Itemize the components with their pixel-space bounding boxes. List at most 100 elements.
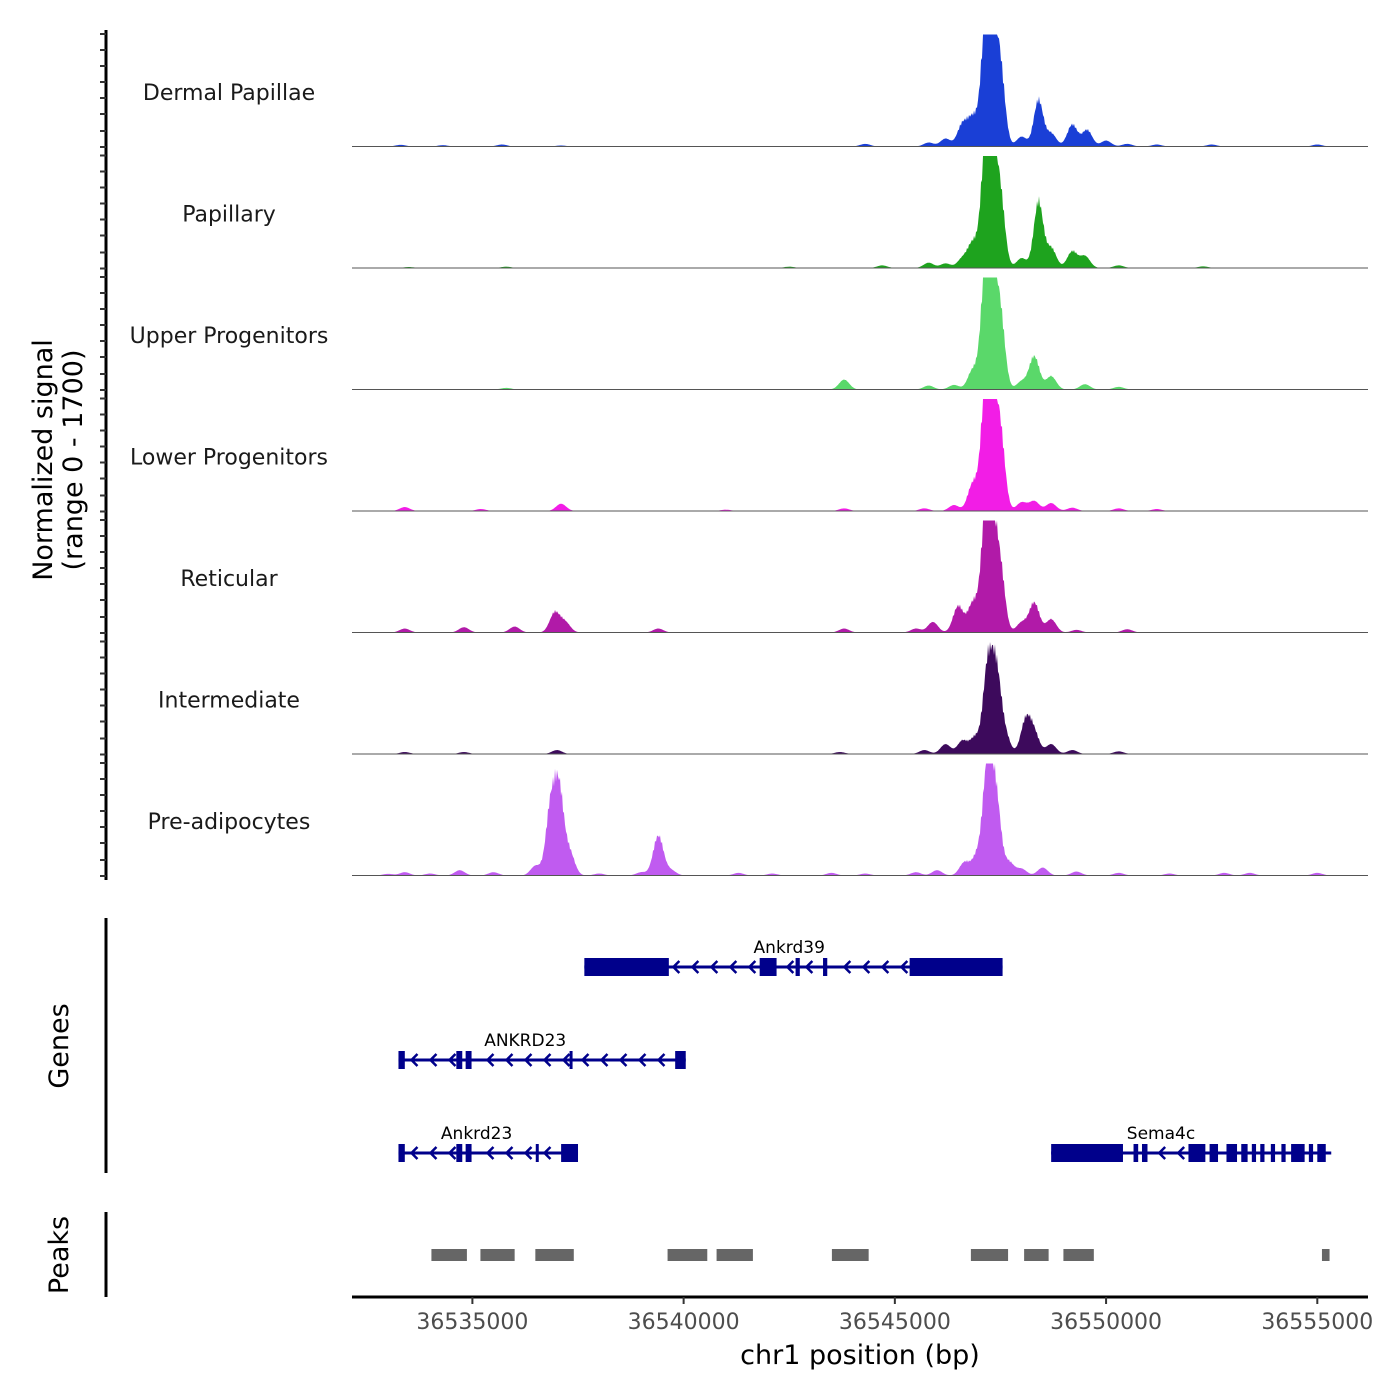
- strand-arrow: [447, 1053, 457, 1067]
- x-tick-label: 36535000: [416, 1310, 528, 1335]
- strand-arrow: [447, 1146, 457, 1160]
- signal-area: [352, 642, 1368, 754]
- strand-arrow: [899, 960, 909, 974]
- track-dermal-papillae: Dermal Papillae: [143, 34, 1368, 147]
- track-pre-adipocytes: Pre-adipocytes: [148, 763, 1368, 876]
- signal-area: [352, 399, 1368, 511]
- gene-exon: [398, 1144, 405, 1162]
- strand-arrow: [504, 1146, 514, 1160]
- signal-area: [352, 34, 1368, 147]
- strand-arrow: [1157, 1146, 1167, 1160]
- gene-exon: [1226, 1144, 1238, 1162]
- gene-exon: [456, 1144, 463, 1162]
- strand-arrow: [618, 1053, 628, 1067]
- gene-exon: [1188, 1144, 1206, 1162]
- signal-axis-ticks: [100, 33, 106, 877]
- peak-region: [431, 1249, 467, 1261]
- x-axis: 36535000 36540000 36545000 36550000 36555000: [352, 1295, 1373, 1335]
- strand-arrow: [1176, 1146, 1186, 1160]
- strand-arrow: [656, 1053, 666, 1067]
- strand-arrow: [747, 960, 757, 974]
- gene-exon: [584, 958, 669, 976]
- peak-region: [1063, 1249, 1094, 1261]
- peak-region: [480, 1249, 515, 1261]
- track-label: Pre-adipocytes: [148, 810, 311, 835]
- peak-region: [970, 1249, 1009, 1261]
- strand-arrow: [580, 1053, 590, 1067]
- gene-exon: [1281, 1144, 1286, 1162]
- track-label: Papillary: [182, 203, 276, 228]
- gene-exon: [795, 958, 800, 976]
- x-tick-label: 36545000: [839, 1310, 951, 1335]
- strand-arrow: [671, 960, 681, 974]
- strand-arrow: [880, 960, 890, 974]
- gene-exon: [1133, 1144, 1139, 1162]
- gene-exon: [1241, 1144, 1248, 1162]
- gene-exon: [1270, 1144, 1276, 1162]
- strand-arrow: [542, 1146, 552, 1160]
- strand-arrow: [804, 960, 814, 974]
- gene-exon: [1209, 1144, 1219, 1162]
- strand-arrow: [485, 1146, 495, 1160]
- peak-region: [1024, 1249, 1049, 1261]
- gene-exon: [569, 1051, 573, 1069]
- strand-arrow: [523, 1053, 533, 1067]
- peak-region: [831, 1249, 869, 1261]
- peaks-axis-title: Peaks: [44, 1216, 75, 1294]
- gene-exon: [1251, 1144, 1257, 1162]
- track-intermediate: Intermediate: [158, 642, 1368, 755]
- peak-region: [716, 1249, 753, 1261]
- signal-tracks: Dermal Papillae Papillary Upper Progenitor…: [130, 34, 1368, 876]
- strand-arrow: [409, 1053, 419, 1067]
- gene-exon: [465, 1051, 472, 1069]
- gene-exon: [1308, 1144, 1314, 1162]
- gene-exon: [535, 1144, 539, 1162]
- signal-area: [352, 156, 1368, 268]
- peak-region: [535, 1249, 574, 1261]
- x-axis-title: chr1 position (bp): [740, 1340, 980, 1371]
- gene-exon: [823, 958, 828, 976]
- strand-arrow: [599, 1053, 609, 1067]
- peak-region: [1321, 1249, 1330, 1261]
- strand-arrow: [728, 960, 738, 974]
- track-label: Lower Progenitors: [130, 446, 328, 471]
- gene-ankrd23: ANKRD23: [398, 1031, 686, 1069]
- gene-exon: [1291, 1144, 1305, 1162]
- y-axis-title-line-2: (range 0 - 1700): [58, 350, 89, 571]
- signal-area: [352, 763, 1368, 876]
- track-label: Reticular: [180, 567, 278, 592]
- strand-arrow: [542, 1053, 552, 1067]
- gene-exon: [1260, 1144, 1265, 1162]
- gene-exon: [759, 958, 777, 976]
- gene-exon: [561, 1144, 579, 1162]
- gene-exon: [1141, 1144, 1148, 1162]
- strand-arrow: [785, 960, 795, 974]
- strand-arrow: [637, 1053, 647, 1067]
- x-axis-ticks: 36535000 36540000 36545000 36550000 36555000: [416, 1297, 1373, 1335]
- track-label: Intermediate: [158, 689, 300, 714]
- track-label: Dermal Papillae: [143, 81, 315, 106]
- strand-arrow: [709, 960, 719, 974]
- strand-arrow: [428, 1146, 438, 1160]
- gene-ankrd39: Ankrd39: [584, 938, 1003, 976]
- gene-ankrd23: Ankrd23: [398, 1124, 579, 1162]
- x-tick-label: 36555000: [1261, 1310, 1373, 1335]
- genes-axis-title: Genes: [44, 1003, 75, 1088]
- gene-label: ANKRD23: [484, 1031, 566, 1051]
- signal-y-axis: [100, 30, 108, 880]
- gene-exon: [398, 1051, 405, 1069]
- strand-arrow: [861, 960, 871, 974]
- gene-label: Ankrd39: [754, 938, 825, 958]
- strand-arrow: [409, 1146, 419, 1160]
- x-tick-label: 36550000: [1050, 1310, 1162, 1335]
- track-label: Upper Progenitors: [130, 324, 329, 349]
- gene-sema4c: Sema4c: [1051, 1124, 1332, 1162]
- gene-label: Ankrd23: [441, 1124, 512, 1144]
- x-tick-label: 36540000: [628, 1310, 740, 1335]
- gene-exon: [456, 1051, 463, 1069]
- strand-arrow: [842, 960, 852, 974]
- strand-arrow: [504, 1053, 514, 1067]
- strand-arrow: [485, 1053, 495, 1067]
- track-lower-progenitors: Lower Progenitors: [130, 399, 1368, 512]
